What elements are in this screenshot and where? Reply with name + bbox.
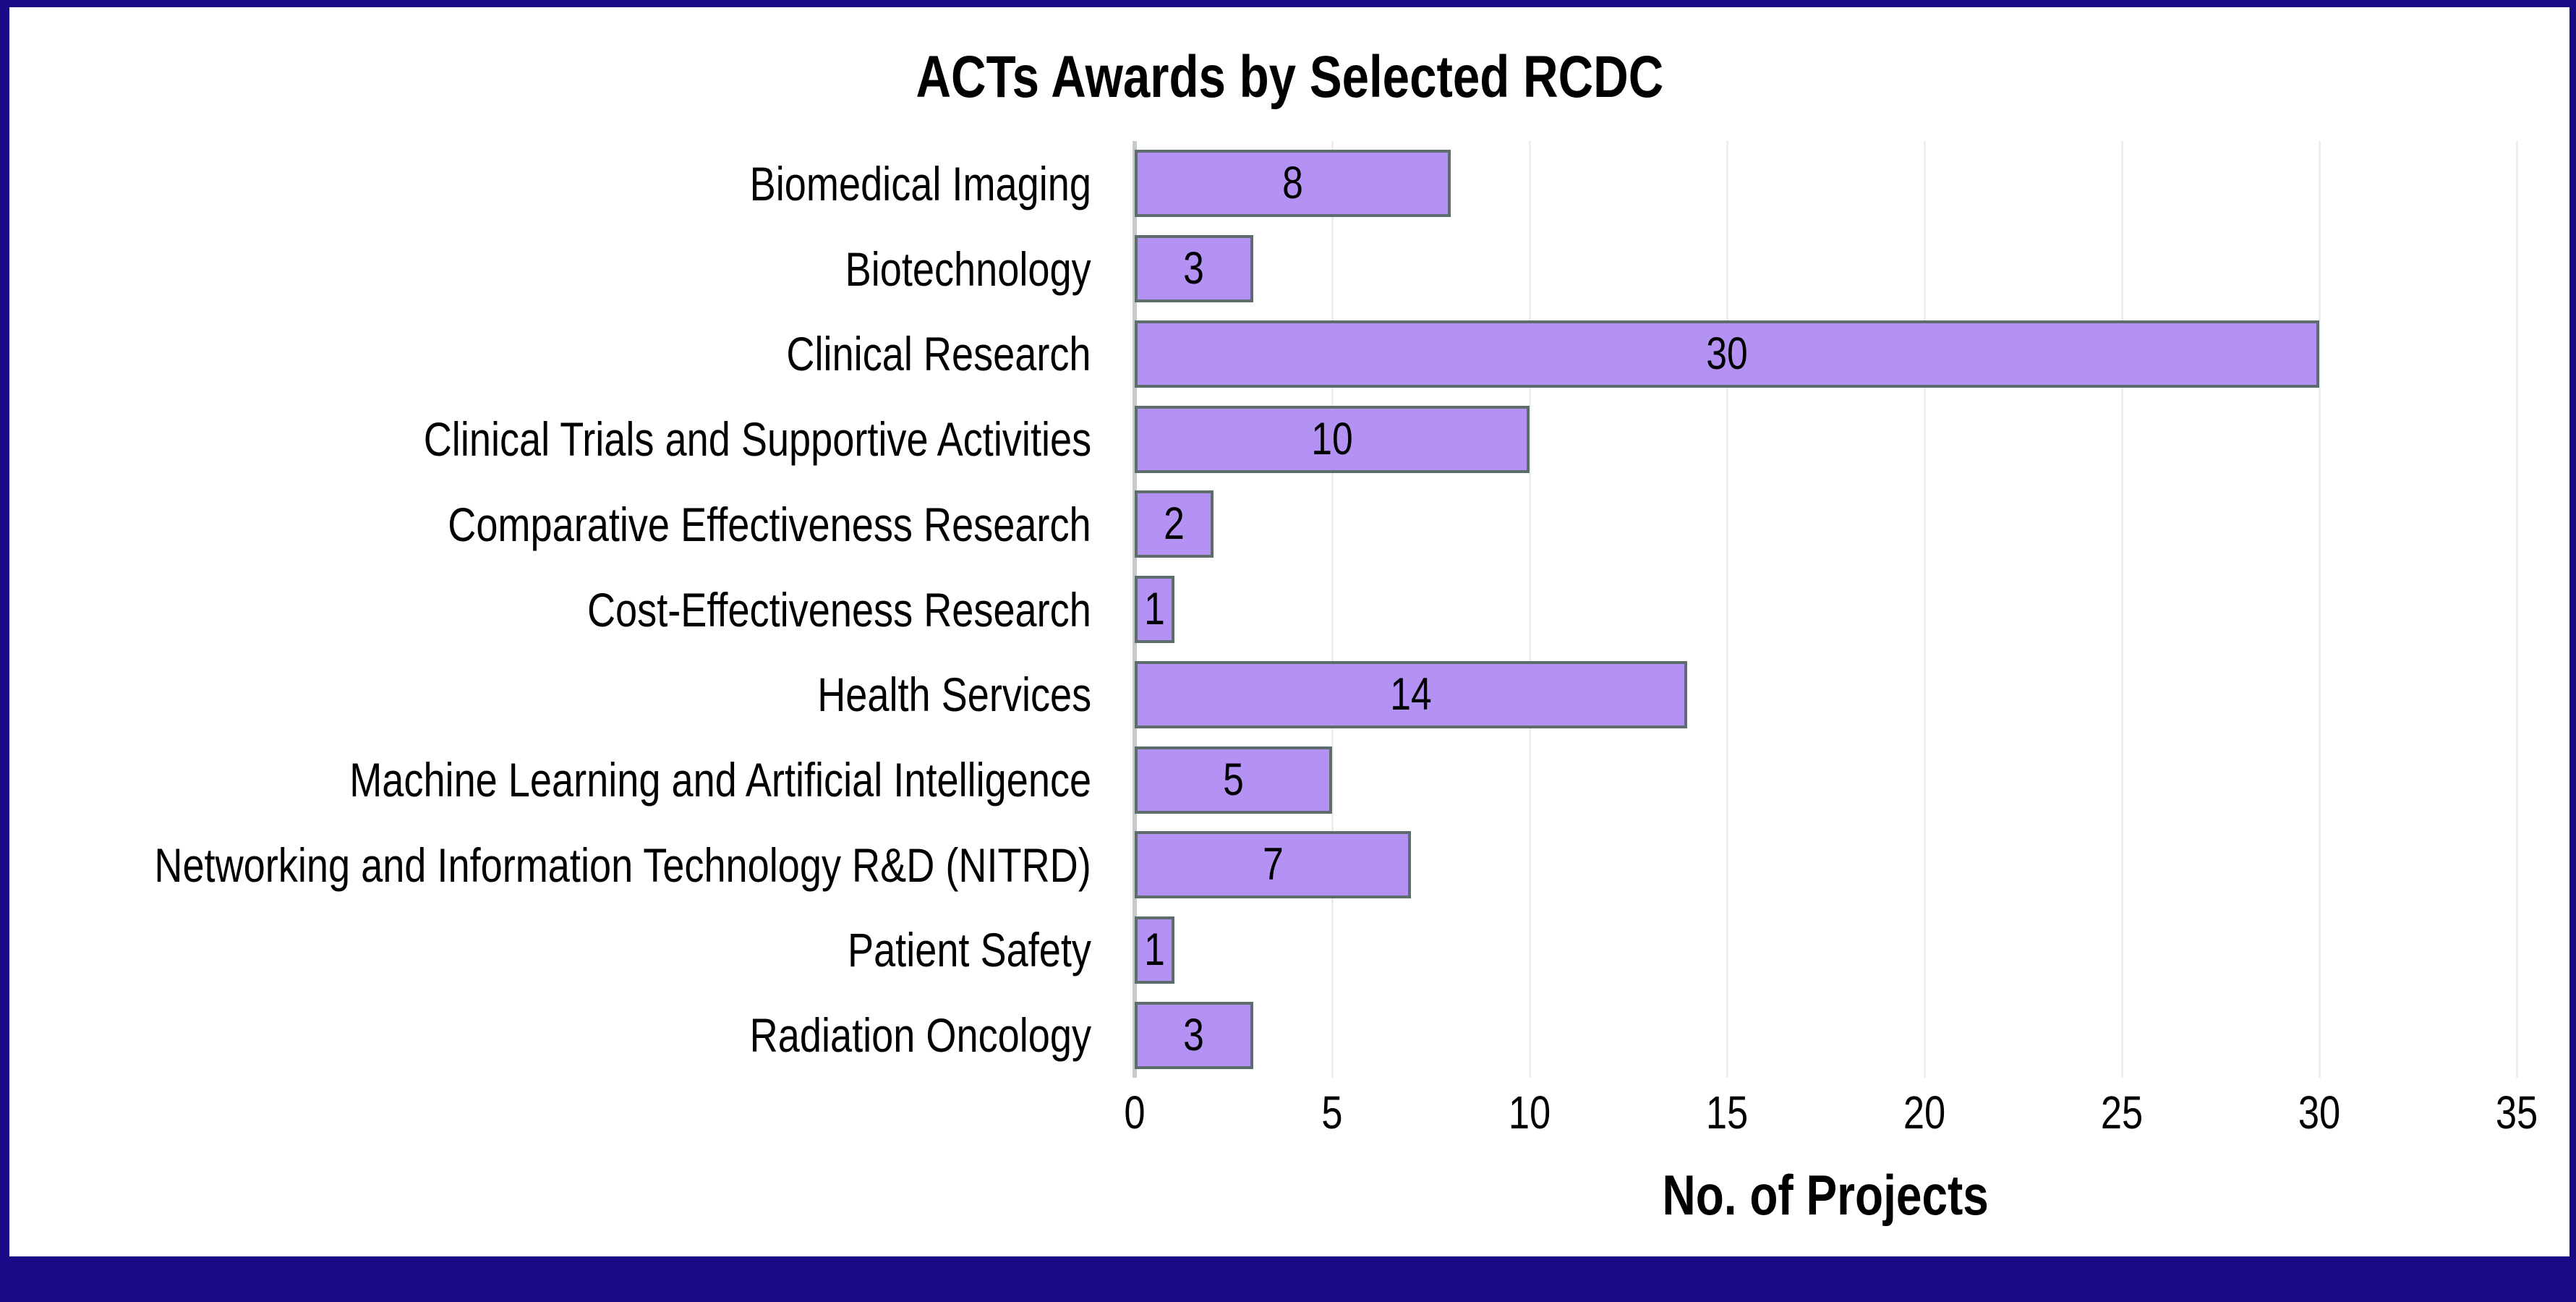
bar-value-label-clinical-research: 30: [1706, 328, 1748, 379]
category-label-machine-learning-and-artificial-intelligence: Machine Learning and Artificial Intellig…: [349, 753, 1091, 807]
category-label-row: Comparative Effectiveness Research: [9, 482, 1112, 567]
bar-value-label-biotechnology: 3: [1183, 243, 1205, 294]
bar-row-comparative-effectiveness-research: 2: [1135, 482, 2517, 567]
bar-health-services: 14: [1135, 660, 1688, 728]
bar-row-networking-and-information-technology-r-d-nitrd: 7: [1135, 822, 2517, 908]
bar-networking-and-information-technology-r-d-nitrd: 7: [1135, 831, 1412, 899]
category-label-comparative-effectiveness-research: Comparative Effectiveness Research: [448, 497, 1091, 551]
category-label-row: Clinical Research: [9, 311, 1112, 396]
bar-value-label-health-services: 14: [1390, 668, 1432, 720]
bar-rows: 8 3 30 10 2 1 14 5 7 1 3: [1135, 141, 2517, 1078]
x-tick-label-10: 10: [1508, 1086, 1551, 1139]
x-tick-label-25: 25: [2100, 1086, 2144, 1139]
category-label-row: Cost-Effectiveness Research: [9, 567, 1112, 652]
category-label-biomedical-imaging: Biomedical Imaging: [749, 156, 1091, 210]
bar-row-clinical-trials-and-supportive-activities: 10: [1135, 396, 2517, 482]
x-tick-label-30: 30: [2298, 1086, 2341, 1139]
gridline-x-5: [1331, 141, 1334, 1078]
chart-title-area: ACTs Awards by Selected RCDC: [9, 44, 2569, 110]
plot-area: 8 3 30 10 2 1 14 5 7 1 3: [1133, 141, 2518, 1078]
bar-value-label-radiation-oncology: 3: [1183, 1009, 1205, 1060]
category-label-row: Machine Learning and Artificial Intellig…: [9, 737, 1112, 822]
category-label-health-services: Health Services: [816, 668, 1091, 722]
bar-row-health-services: 14: [1135, 652, 2517, 737]
category-label-row: Clinical Trials and Supportive Activitie…: [9, 396, 1112, 482]
category-label-radiation-oncology: Radiation Oncology: [749, 1008, 1091, 1063]
category-label-clinical-trials-and-supportive-activities: Clinical Trials and Supportive Activitie…: [423, 412, 1091, 467]
bar-biomedical-imaging: 8: [1135, 150, 1451, 218]
category-label-row: Biomedical Imaging: [9, 141, 1112, 226]
x-tick-label-0: 0: [1124, 1086, 1146, 1139]
bar-value-label-comparative-effectiveness-research: 2: [1164, 498, 1185, 550]
gridline-x-20: [1923, 141, 1926, 1078]
chart-title: ACTs Awards by Selected RCDC: [916, 44, 1663, 110]
x-tick-label-15: 15: [1705, 1086, 1749, 1139]
bar-machine-learning-and-artificial-intelligence: 5: [1135, 746, 1332, 814]
category-label-row: Radiation Oncology: [9, 992, 1112, 1078]
category-label-clinical-research: Clinical Research: [786, 327, 1091, 381]
bar-row-radiation-oncology: 3: [1135, 992, 2517, 1078]
bar-row-biotechnology: 3: [1135, 226, 2517, 312]
bar-value-label-networking-and-information-technology-r-d-nitrd: 7: [1262, 839, 1284, 890]
category-label-biotechnology: Biotechnology: [845, 242, 1091, 296]
gridline-x-35: [2515, 141, 2518, 1078]
x-axis-title: No. of Projects: [1662, 1163, 1989, 1227]
x-tick-label-20: 20: [1903, 1086, 1946, 1139]
gridline-x-10: [1528, 141, 1531, 1078]
bar-value-label-patient-safety: 1: [1143, 924, 1165, 975]
bar-value-label-machine-learning-and-artificial-intelligence: 5: [1223, 754, 1244, 805]
bar-value-label-clinical-trials-and-supportive-activities: 10: [1311, 413, 1353, 464]
bar-clinical-trials-and-supportive-activities: 10: [1135, 405, 1530, 473]
bar-row-clinical-research: 30: [1135, 311, 2517, 396]
bar-row-cost-effectiveness-research: 1: [1135, 567, 2517, 652]
bar-value-label-cost-effectiveness-research: 1: [1143, 584, 1165, 635]
gridline-x-30: [2318, 141, 2321, 1078]
category-label-row: Patient Safety: [9, 908, 1112, 993]
bar-biotechnology: 3: [1135, 235, 1253, 303]
category-label-patient-safety: Patient Safety: [848, 923, 1091, 977]
x-tick-label-5: 5: [1321, 1086, 1343, 1139]
category-label-row: Health Services: [9, 652, 1112, 737]
bar-row-patient-safety: 1: [1135, 908, 2517, 993]
bar-clinical-research: 30: [1135, 320, 2319, 388]
category-label-networking-and-information-technology-r-d-nitrd: Networking and Information Technology R&…: [154, 838, 1091, 892]
bar-patient-safety: 1: [1135, 916, 1174, 984]
gridline-x-25: [2120, 141, 2123, 1078]
bar-radiation-oncology: 3: [1135, 1001, 1253, 1069]
bar-value-label-biomedical-imaging: 8: [1282, 158, 1303, 209]
x-tick-label-35: 35: [2495, 1086, 2538, 1139]
category-label-cost-effectiveness-research: Cost-Effectiveness Research: [587, 582, 1091, 637]
bar-row-biomedical-imaging: 8: [1135, 141, 2517, 226]
bar-comparative-effectiveness-research: 2: [1135, 490, 1214, 558]
y-axis-category-labels: Biomedical Imaging Biotechnology Clinical …: [9, 141, 1112, 1078]
x-axis-title-area: No. of Projects: [1135, 1163, 2517, 1227]
bar-cost-effectiveness-research: 1: [1135, 576, 1174, 644]
category-label-row: Networking and Information Technology R&…: [9, 822, 1112, 908]
category-label-row: Biotechnology: [9, 226, 1112, 312]
x-axis-tick-labels: 0 5 10 15 20 25 30 35: [9, 1089, 2569, 1147]
bar-row-machine-learning-and-artificial-intelligence: 5: [1135, 737, 2517, 822]
gridline-x-15: [1726, 141, 1728, 1078]
